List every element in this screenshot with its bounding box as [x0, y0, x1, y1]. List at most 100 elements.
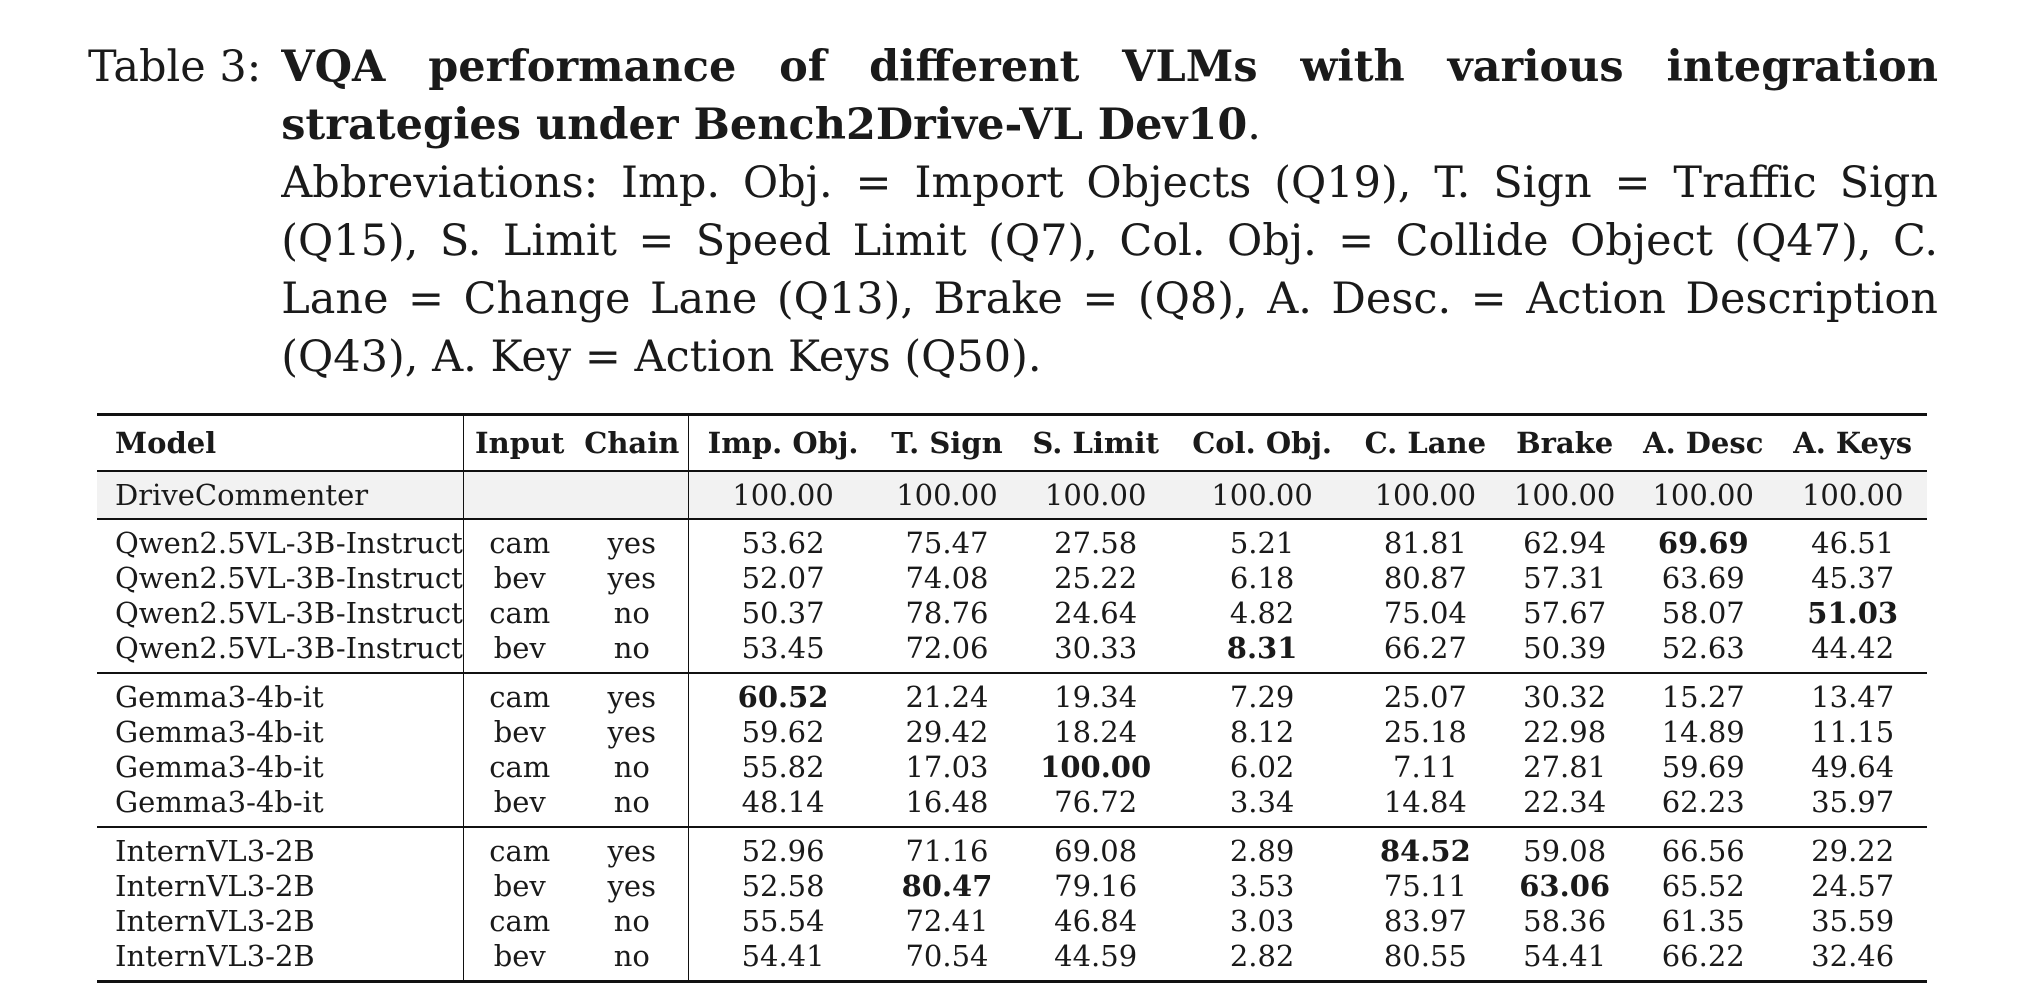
cell-value: 59.62: [687, 715, 878, 750]
header-col-obj: Col. Obj.: [1192, 425, 1332, 460]
cell-value: 29.22: [1811, 834, 1895, 868]
cell-value: 35.97: [1811, 785, 1895, 819]
header-model: Model: [115, 425, 217, 460]
cell-value: 13.47: [1811, 680, 1895, 714]
cell-chain: no: [613, 904, 650, 938]
cell-value: 57.67: [1523, 596, 1607, 630]
cell-value: 58.07: [1661, 596, 1745, 630]
cell-chain: no: [613, 631, 650, 665]
header-c-lane: C. Lane: [1364, 425, 1487, 460]
cell-value: 76.72: [1054, 785, 1138, 819]
cell-value: 6.02: [1229, 750, 1295, 784]
cell-value: 3.53: [1229, 869, 1295, 903]
cell-value: 3.34: [1229, 785, 1295, 819]
cell-value: 35.59: [1811, 904, 1895, 938]
caption-title: VQA performance of different VLMs with v…: [281, 42, 1938, 150]
cell-value: 27.81: [1523, 750, 1607, 784]
cell-value: 72.41: [905, 904, 989, 938]
cell-value: 69.69: [1657, 526, 1749, 560]
cell-value: 75.11: [1383, 869, 1467, 903]
cell-value: 79.16: [1054, 869, 1138, 903]
cell-value: 14.89: [1661, 715, 1745, 749]
header-imp-obj: Imp. Obj.: [687, 414, 878, 471]
cell-model: Gemma3-4b-it: [115, 750, 324, 784]
cell-value: 51.03: [1807, 596, 1899, 630]
table-row: InternVL3-2B bev no 54.41 70.54 44.59 2.82 80.5…: [97, 939, 1927, 982]
cell-value: 49.64: [1811, 750, 1895, 784]
table-row: Qwen2.5VL-3B-Instruct cam yes 53.62 75.47 27.…: [97, 519, 1927, 561]
cell-value: 8.31: [1226, 631, 1298, 665]
cell-value: 4.82: [1229, 596, 1295, 630]
cell-value: 45.37: [1811, 561, 1895, 595]
cell-value: 55.54: [687, 904, 878, 939]
cell-input: [462, 471, 576, 519]
cell-value: 2.89: [1229, 834, 1295, 868]
cell-value: 75.04: [1383, 596, 1467, 630]
cell-value: 24.64: [1054, 596, 1138, 630]
header-row: Model Input Chain Imp. Obj. T. Sign S. L…: [97, 414, 1927, 471]
cell-input: cam: [462, 750, 576, 785]
cell-value: 50.39: [1523, 631, 1607, 665]
table-row: InternVL3-2B cam yes 52.96 71.16 69.08 2.89 84.…: [97, 827, 1927, 869]
cell-value: 62.23: [1661, 785, 1745, 819]
cell-model: InternVL3-2B: [115, 869, 315, 903]
cell-input: cam: [462, 596, 576, 631]
table-body: DriveCommenter 100.00 100.00 100.00 100.00 10…: [97, 471, 1927, 982]
cell-value: 61.35: [1661, 904, 1745, 938]
baseline-row: DriveCommenter 100.00 100.00 100.00 100.00 10…: [97, 471, 1927, 519]
cell-value: 100.00: [1174, 471, 1350, 519]
cell-value: 66.22: [1661, 939, 1745, 973]
caption-body: VQA performance of different VLMs with v…: [281, 38, 1938, 386]
cell-value: 44.42: [1811, 631, 1895, 665]
cell-value: 100.00: [1349, 471, 1502, 519]
cell-value: 54.41: [1523, 939, 1607, 973]
header-s-limit: S. Limit: [1032, 425, 1159, 460]
cell-input: bev: [462, 561, 576, 596]
cell-value: 27.58: [1054, 526, 1138, 560]
caption-title-end: .: [1247, 100, 1261, 150]
cell-chain: yes: [607, 680, 656, 714]
cell-value: 25.18: [1383, 715, 1467, 749]
cell-value: 78.76: [905, 596, 989, 630]
table-caption: Table 3: VQA performance of different VL…: [88, 38, 1938, 386]
cell-value: 84.52: [1379, 834, 1471, 868]
cell-value: 46.84: [1054, 904, 1138, 938]
header-input: Input: [462, 414, 576, 471]
cell-model: DriveCommenter: [97, 471, 464, 519]
cell-input: cam: [462, 904, 576, 939]
cell-model: Qwen2.5VL-3B-Instruct: [115, 561, 463, 595]
cell-model: Gemma3-4b-it: [115, 680, 324, 714]
cell-input: bev: [462, 631, 576, 673]
cell-value: 55.82: [687, 750, 878, 785]
cell-input: cam: [462, 827, 576, 869]
cell-value: 59.08: [1523, 834, 1607, 868]
cell-value: 60.52: [687, 673, 878, 715]
cell-value: 2.82: [1229, 939, 1295, 973]
cell-model: Qwen2.5VL-3B-Instruct: [115, 596, 463, 630]
cell-value: 16.48: [905, 785, 989, 819]
cell-value: 30.32: [1523, 680, 1607, 714]
cell-value: 5.21: [1229, 526, 1295, 560]
cell-value: 71.16: [905, 834, 989, 868]
cell-value: 3.03: [1229, 904, 1295, 938]
cell-value: 100.00: [1016, 471, 1175, 519]
cell-value: 100.00: [877, 471, 1017, 519]
header-brake: Brake: [1516, 425, 1614, 460]
cell-value: 30.33: [1054, 631, 1138, 665]
cell-value: 100.00: [1628, 471, 1779, 519]
cell-value: 52.96: [687, 827, 878, 869]
cell-value: 63.69: [1661, 561, 1745, 595]
cell-value: 25.22: [1054, 561, 1138, 595]
header-a-desc: A. Desc: [1643, 425, 1764, 460]
cell-value: 53.62: [687, 519, 878, 561]
table-row: InternVL3-2B cam no 55.54 72.41 46.84 3.03 83.9…: [97, 904, 1927, 939]
cell-model: Gemma3-4b-it: [115, 785, 324, 819]
cell-value: 100.00: [687, 471, 878, 519]
cell-value: 8.12: [1229, 715, 1295, 749]
header-chain: Chain: [584, 425, 680, 460]
cell-value: 19.34: [1054, 680, 1138, 714]
cell-chain: yes: [607, 561, 656, 595]
cell-value: 62.94: [1523, 526, 1607, 560]
cell-value: 100.00: [1778, 471, 1927, 519]
